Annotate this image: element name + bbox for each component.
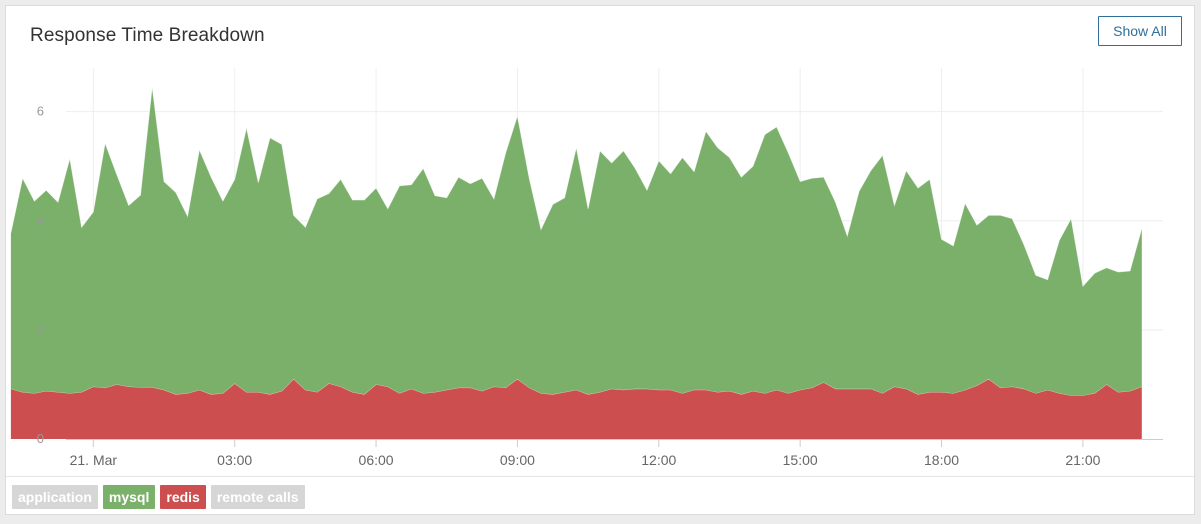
legend: application mysql redis remote calls xyxy=(12,485,305,509)
x-tick-label: 15:00 xyxy=(783,452,818,468)
x-tick-label: 12:00 xyxy=(641,452,676,468)
y-tick-label: 6 xyxy=(37,104,44,119)
x-tick-label: 09:00 xyxy=(500,452,535,468)
y-tick-label: 4 xyxy=(37,213,44,228)
y-tick-label: 2 xyxy=(37,322,44,337)
x-tick-label: 21:00 xyxy=(1065,452,1100,468)
line-mysql xyxy=(10,87,1143,288)
legend-item-remote-calls[interactable]: remote calls xyxy=(210,485,305,509)
y-tick-label: 0 xyxy=(37,431,44,446)
chart-axes: 0 2 4 6 21. Mar 03:00 06:00 09:00 12:00 15:00 18:0… xyxy=(37,104,1163,468)
area-redis xyxy=(10,379,1142,439)
chart-areas xyxy=(10,87,1143,439)
response-time-chart: 0 2 4 6 21. Mar 03:00 06:00 09:00 12:00 15:00 18:0… xyxy=(10,68,1163,468)
response-time-panel: Response Time Breakdown Show All 0 2 4 6 21.… xyxy=(5,5,1195,515)
legend-bar: application mysql redis remote calls xyxy=(6,476,1194,517)
area-mysql xyxy=(10,87,1142,396)
x-tick-label: 03:00 xyxy=(217,452,252,468)
x-tick-label: 06:00 xyxy=(359,452,394,468)
panel-title: Response Time Breakdown xyxy=(30,25,265,46)
legend-item-application[interactable]: application xyxy=(12,485,98,509)
legend-item-mysql[interactable]: mysql xyxy=(102,485,156,509)
x-tick-label: 18:00 xyxy=(924,452,959,468)
legend-item-redis[interactable]: redis xyxy=(160,485,206,509)
x-tick-label: 21. Mar xyxy=(70,452,118,468)
show-all-button[interactable]: Show All xyxy=(1098,16,1182,46)
